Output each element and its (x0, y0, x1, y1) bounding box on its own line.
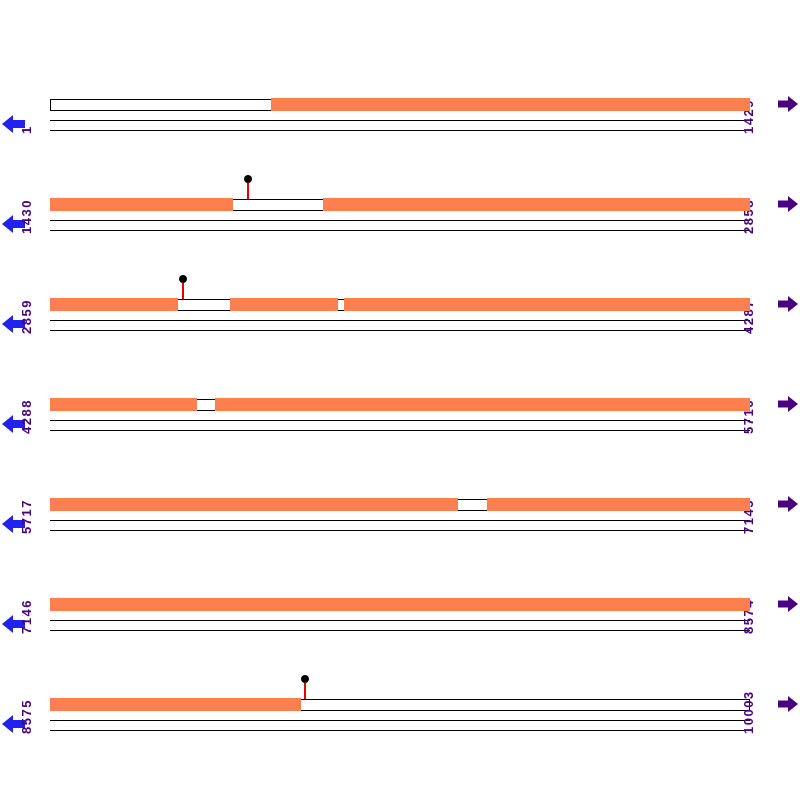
marker-pin-stem (182, 282, 184, 299)
track-line-upper (50, 219, 750, 221)
row-start-position: 5717 (18, 499, 34, 534)
marker-pin-stem (247, 182, 249, 199)
feature-block (50, 398, 197, 412)
row-start-position: 8575 (18, 699, 34, 734)
track-line-upper (50, 419, 750, 421)
continuation-left-arrow-icon (2, 615, 25, 633)
row-start-position: 1430 (18, 199, 34, 234)
continuation-left-arrow-icon (2, 715, 25, 733)
continuation-right-arrow-icon (778, 496, 798, 512)
continuation-right-arrow-icon (778, 696, 798, 712)
marker-pin-stem (304, 682, 306, 699)
feature-block (50, 298, 178, 312)
marker-pin-dot (301, 675, 309, 683)
continuation-right-arrow-icon (778, 196, 798, 212)
continuation-right-arrow-icon (778, 296, 798, 312)
row-start-position: 1 (18, 125, 34, 134)
continuation-right-arrow-icon (778, 396, 798, 412)
track-line-lower (50, 729, 750, 731)
feature-block (50, 498, 458, 512)
feature-block (323, 198, 750, 212)
continuation-left-arrow-icon (2, 115, 25, 133)
feature-block (50, 698, 301, 712)
feature-block (50, 598, 750, 612)
track-line-lower (50, 229, 750, 231)
track-line-lower (50, 529, 750, 531)
track-line-lower (50, 429, 750, 431)
track-line-upper (50, 119, 750, 121)
feature-block (487, 498, 750, 512)
continuation-left-arrow-icon (2, 215, 25, 233)
continuation-left-arrow-icon (2, 315, 25, 333)
track-line-upper (50, 319, 750, 321)
track-line-lower (50, 329, 750, 331)
feature-block (271, 98, 750, 112)
track-line-upper (50, 519, 750, 521)
track-line-upper (50, 619, 750, 621)
marker-pin-dot (244, 175, 252, 183)
feature-block (215, 398, 750, 412)
continuation-right-arrow-icon (778, 96, 798, 112)
track-line-upper (50, 719, 750, 721)
row-start-position: 4288 (18, 399, 34, 434)
continuation-left-arrow-icon (2, 415, 25, 433)
track-line-lower (50, 129, 750, 131)
row-start-position: 2859 (18, 299, 34, 334)
track-line-lower (50, 629, 750, 631)
feature-block (344, 298, 750, 312)
marker-pin-dot (179, 275, 187, 283)
continuation-left-arrow-icon (2, 515, 25, 533)
row-end-position: 10003 (741, 690, 756, 734)
feature-block (50, 198, 233, 212)
continuation-right-arrow-icon (778, 596, 798, 612)
feature-block (230, 298, 338, 312)
row-start-position: 7146 (18, 599, 34, 634)
